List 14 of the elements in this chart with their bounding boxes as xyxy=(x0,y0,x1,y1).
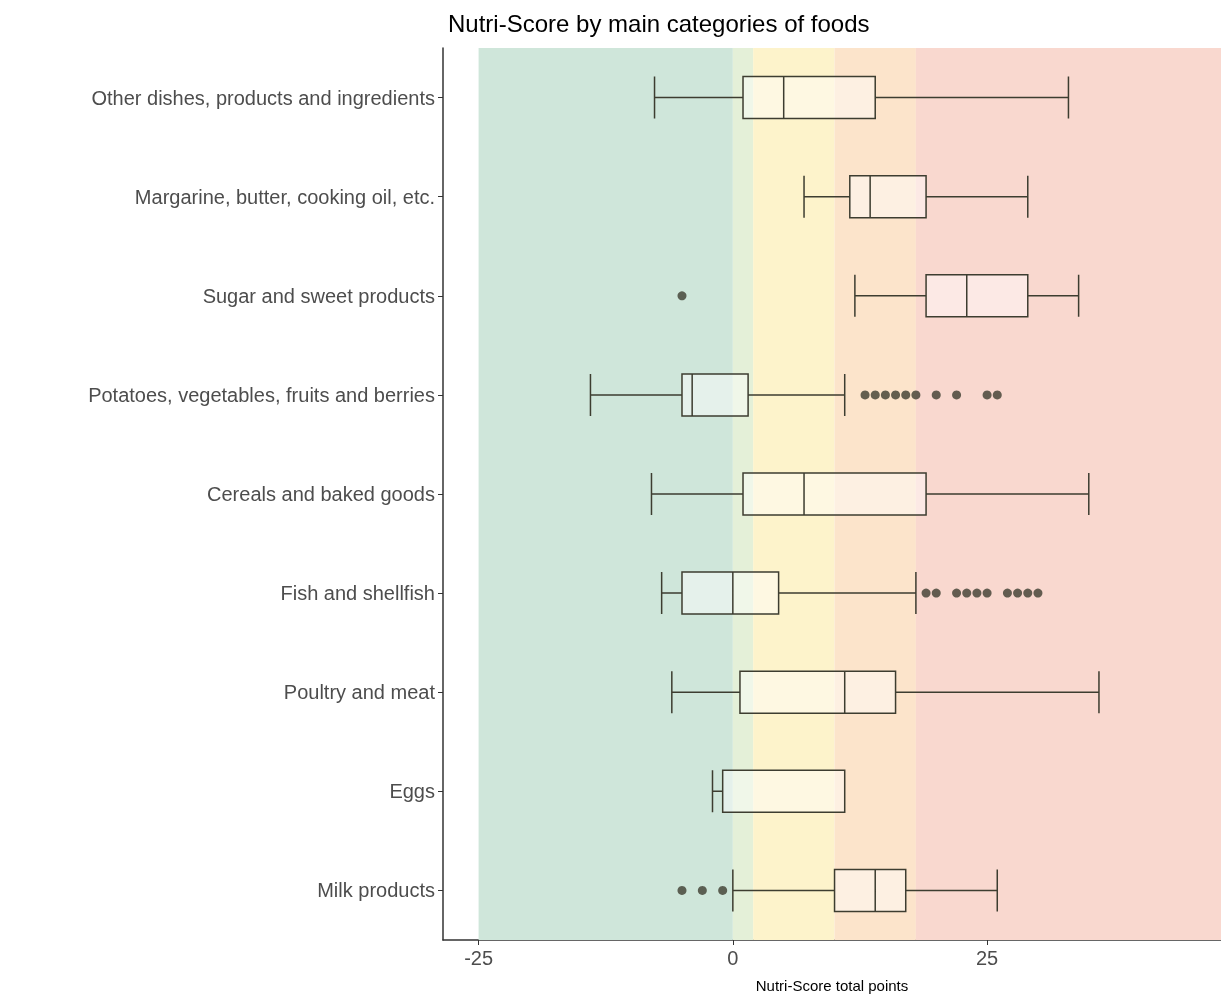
x-tick-label: 25 xyxy=(975,947,999,969)
x-axis-title: Nutri-Score total points xyxy=(755,977,909,994)
y-tick-label: Fish and shellfish xyxy=(280,582,435,605)
chart-title: Nutri-Score by main categories of foods xyxy=(448,9,870,37)
y-tick-label: Potatoes, vegetables, fruits and berries xyxy=(88,383,435,406)
y-tick-label: Cereals and baked goods xyxy=(207,483,435,505)
x-tick-label: -25 xyxy=(464,947,494,969)
y-tick-label: Poultry and meat xyxy=(283,681,436,704)
y-tick-label: Sugar and sweet products xyxy=(202,284,435,307)
y-tick-label: Other dishes, products and ingredients xyxy=(91,86,435,109)
y-tick-label: Eggs xyxy=(389,780,435,803)
x-tick-label: 0 xyxy=(727,947,739,969)
y-tick-label: Milk products xyxy=(317,879,435,902)
y-tick-label: Margarine, butter, cooking oil, etc. xyxy=(134,185,435,208)
